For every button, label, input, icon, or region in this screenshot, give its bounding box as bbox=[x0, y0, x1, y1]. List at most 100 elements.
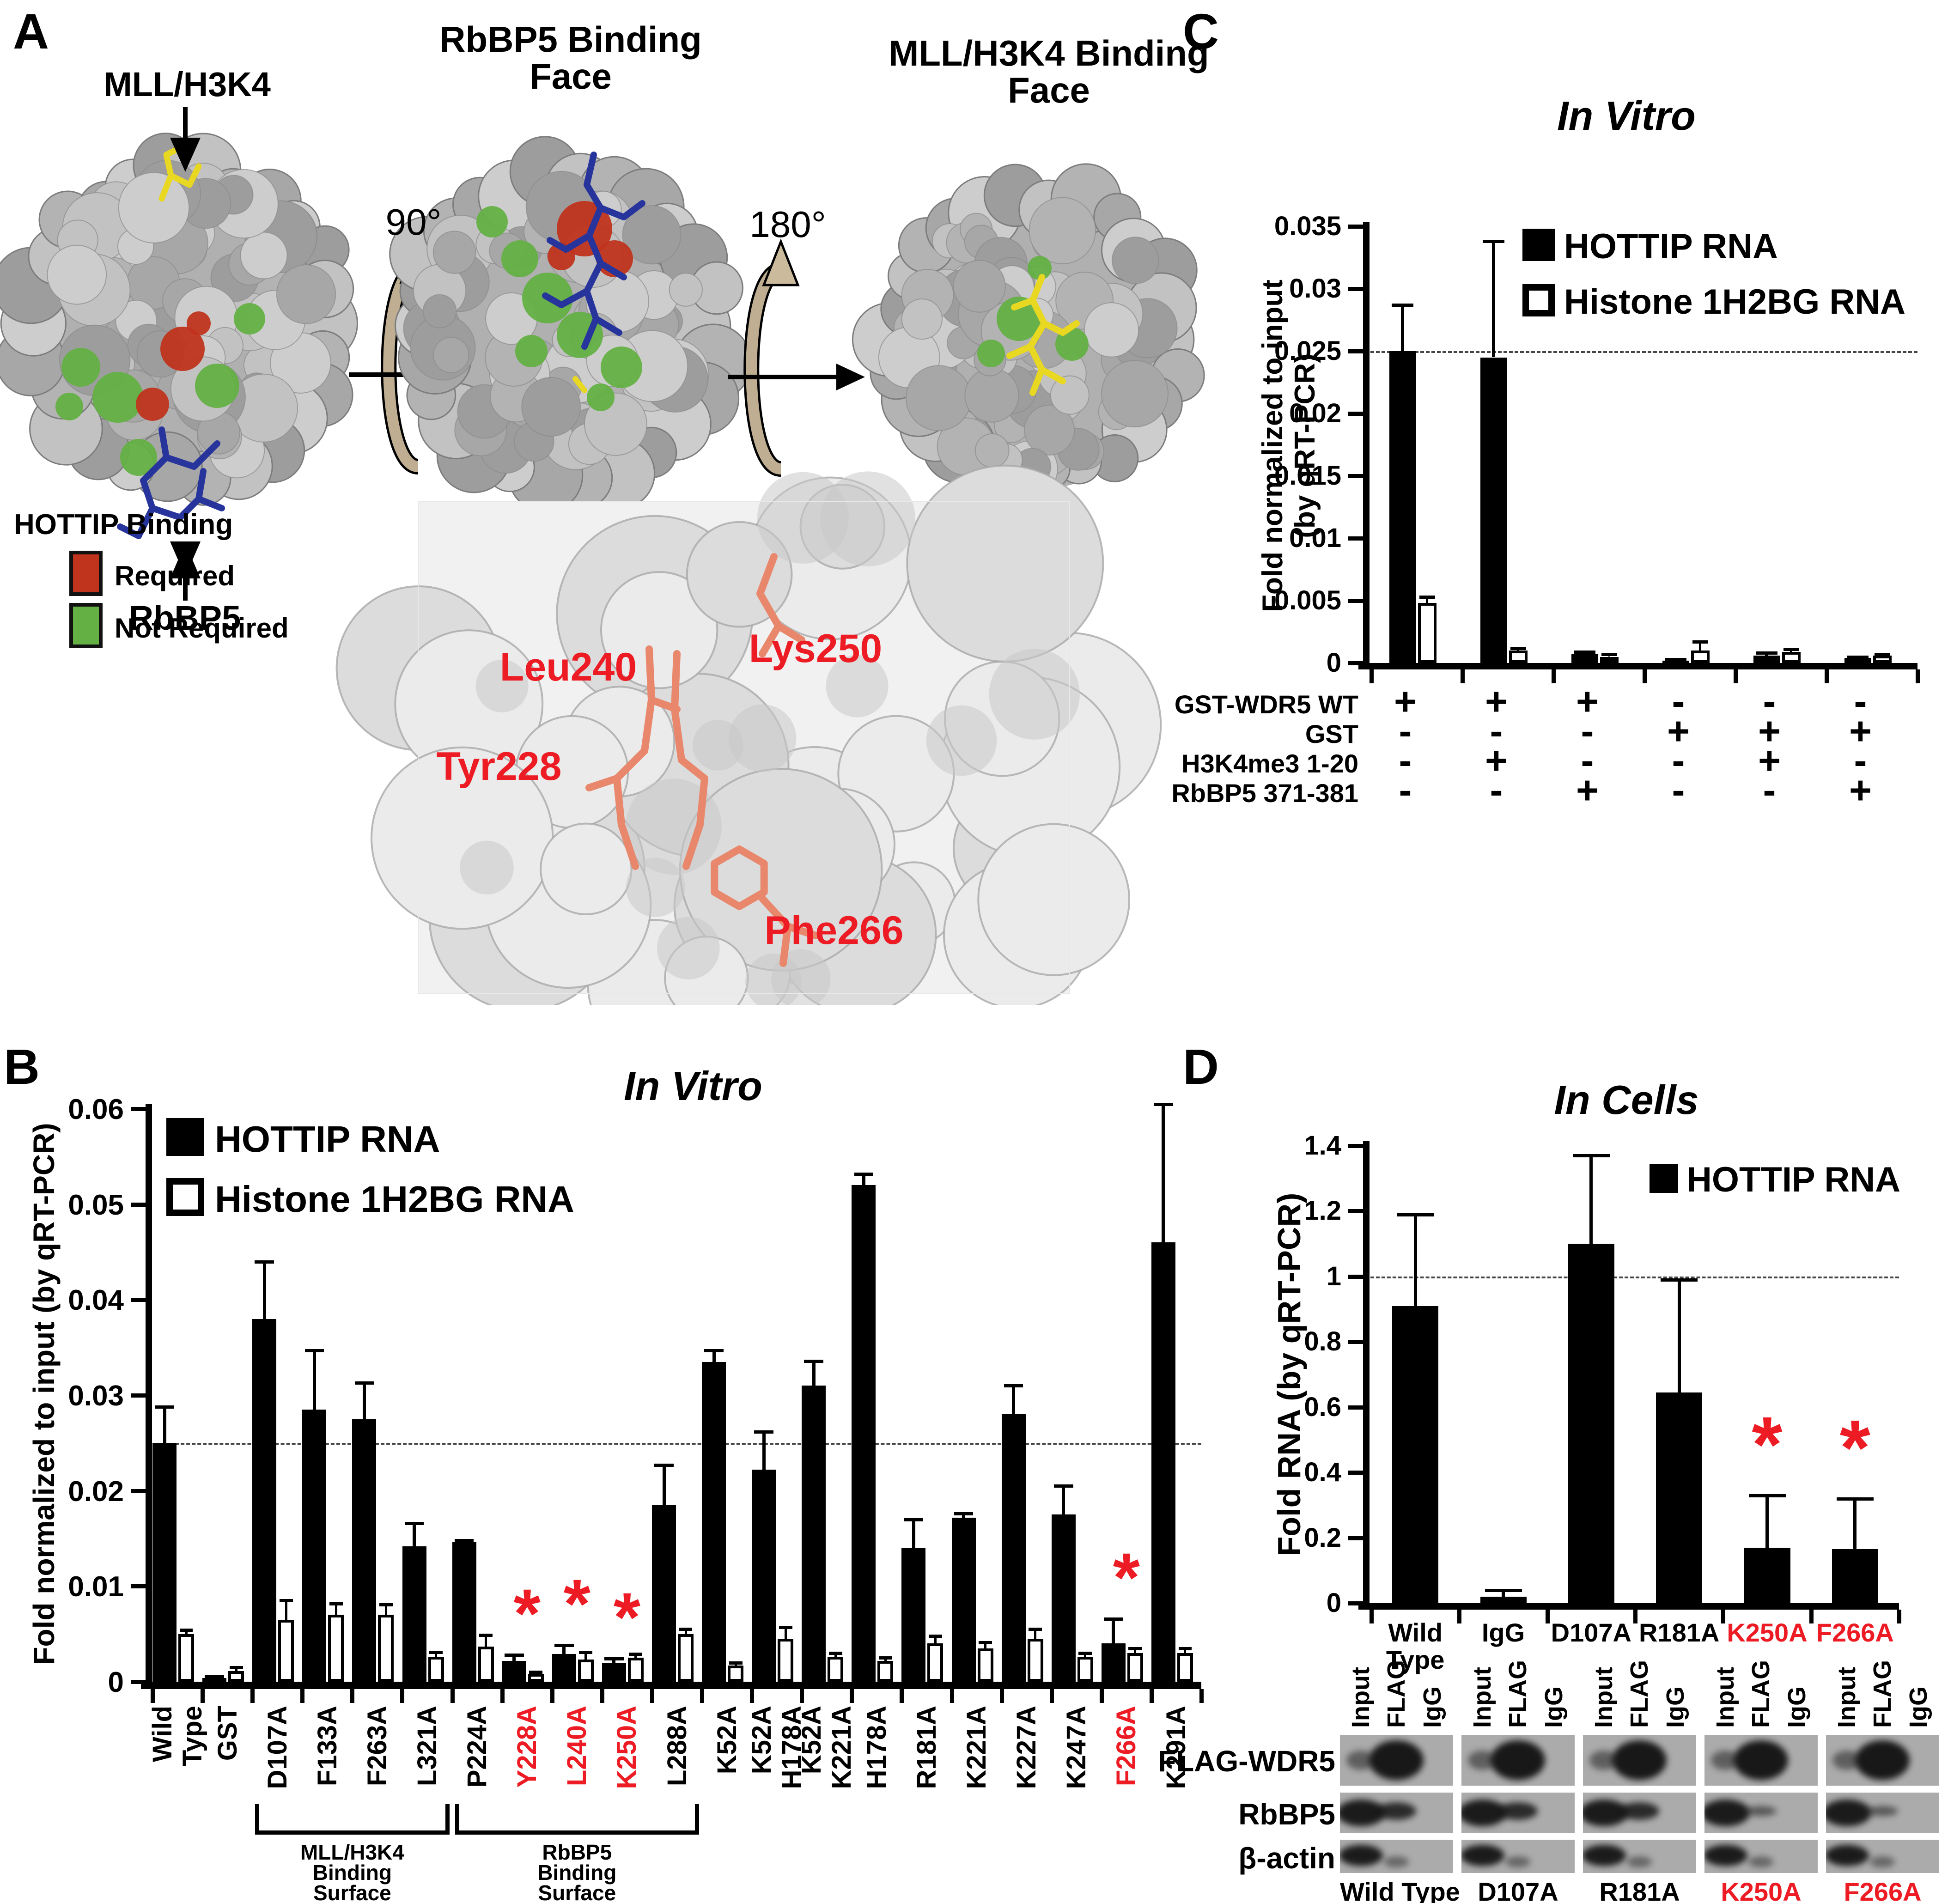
error-bar-cap bbox=[329, 1602, 343, 1605]
y-tick-label: 0.02 bbox=[1289, 398, 1341, 428]
error-bar-cap bbox=[779, 1626, 792, 1629]
x-label-k221a: K221A bbox=[962, 1706, 992, 1789]
bar-hottip bbox=[1001, 1414, 1026, 1682]
x-tick bbox=[950, 1689, 954, 1703]
bar-histone bbox=[1077, 1657, 1093, 1682]
required-color-swatch bbox=[69, 551, 103, 596]
not-required-label: Not Required bbox=[115, 613, 289, 644]
condition-symbol: + bbox=[1485, 680, 1508, 723]
error-bar-stem bbox=[662, 1465, 666, 1505]
zoomed-binding-pocket bbox=[335, 464, 1162, 1005]
condition-symbol: + bbox=[1485, 739, 1508, 782]
bar-hottip bbox=[652, 1505, 676, 1682]
x-tick bbox=[1099, 1689, 1104, 1703]
error-bar-stem bbox=[1589, 1155, 1593, 1244]
error-bar-cap bbox=[804, 1359, 824, 1363]
error-bar-cap bbox=[1029, 1628, 1042, 1631]
x-tick bbox=[151, 1689, 155, 1703]
lane-label-flag: FLAG bbox=[1382, 1660, 1410, 1728]
blot-band bbox=[1340, 1845, 1383, 1866]
error-bar-cap bbox=[1483, 240, 1504, 243]
x-label-r181a: R181A bbox=[911, 1706, 942, 1789]
error-bar-stem bbox=[912, 1519, 915, 1548]
blot-band bbox=[1612, 1740, 1667, 1780]
error-bar-cap bbox=[1510, 646, 1526, 650]
bar-hottip bbox=[752, 1470, 776, 1682]
x-tick bbox=[201, 1689, 205, 1703]
bar-hottip bbox=[452, 1542, 476, 1682]
group-bracket-label: Surface bbox=[313, 1881, 391, 1903]
blot-band bbox=[1461, 1845, 1504, 1866]
y-tick bbox=[1348, 1471, 1363, 1475]
blot-band bbox=[1369, 1740, 1424, 1780]
bar-histone bbox=[478, 1646, 494, 1682]
bar-hottip bbox=[702, 1362, 726, 1682]
rbbp5-binding-face-title-line2: Face bbox=[530, 56, 612, 97]
x-tick bbox=[1049, 1689, 1054, 1703]
y-axis bbox=[1363, 222, 1370, 669]
blot-band bbox=[1505, 1856, 1530, 1867]
x-tick bbox=[450, 1689, 455, 1703]
histone-rna-legend-swatch-b bbox=[166, 1178, 204, 1216]
bar-hottip bbox=[1832, 1549, 1878, 1603]
x-label-wild-type: Wild Type bbox=[1386, 1618, 1445, 1674]
hottip-rna-legend-label-b: HOTTIP RNA bbox=[215, 1119, 440, 1160]
bar-histone bbox=[578, 1660, 594, 1682]
error-bar-stem bbox=[163, 1406, 166, 1443]
hottip-rna-legend-label-d: HOTTIP RNA bbox=[1686, 1160, 1901, 1199]
blot-band bbox=[1855, 1740, 1910, 1780]
hottip-rna-legend-swatch-d bbox=[1650, 1164, 1678, 1193]
y-tick-label: 0.4 bbox=[1304, 1457, 1341, 1488]
condition-symbol: - bbox=[1763, 680, 1776, 723]
y-tick-label: 1.2 bbox=[1304, 1196, 1341, 1226]
condition-row-label: RbBP5 371-381 bbox=[1171, 778, 1358, 808]
blot-box bbox=[1340, 1735, 1453, 1786]
bar-histone bbox=[828, 1657, 844, 1682]
x-label-f266a: F266A bbox=[1816, 1618, 1894, 1647]
error-bar-cap bbox=[1053, 1484, 1073, 1488]
x-axis bbox=[1358, 663, 1917, 669]
panel-c-title: In Vitro bbox=[1557, 93, 1696, 139]
reference-dashed-line bbox=[153, 1443, 1201, 1445]
error-bar-cap bbox=[1574, 650, 1595, 654]
reference-dashed-line bbox=[1370, 351, 1917, 353]
group-bracket-label: Binding bbox=[537, 1860, 617, 1885]
error-bar-stem bbox=[934, 1635, 937, 1644]
condition-symbol: - bbox=[1399, 709, 1412, 753]
x-tick bbox=[400, 1689, 405, 1703]
y-tick bbox=[1348, 349, 1363, 353]
bar-histone bbox=[627, 1658, 644, 1682]
y-tick-label: 0.03 bbox=[1289, 274, 1341, 304]
blot-band bbox=[1583, 1845, 1626, 1866]
error-bar-stem bbox=[762, 1431, 766, 1470]
histone-rna-legend-swatch-c bbox=[1522, 284, 1555, 316]
error-bar-cap bbox=[1692, 640, 1708, 644]
lane-label-igg: IgG bbox=[1783, 1686, 1811, 1728]
error-bar-cap bbox=[704, 1349, 724, 1352]
rotation-90-label: 90° bbox=[385, 201, 442, 243]
error-bar-cap bbox=[255, 1260, 274, 1264]
y-tick-label: 0.6 bbox=[1304, 1392, 1341, 1422]
condition-symbol: - bbox=[1854, 739, 1867, 782]
mll-binding-face-title-line1: MLL/H3K4 Binding bbox=[889, 33, 1209, 73]
error-bar-stem bbox=[1677, 1279, 1681, 1392]
mll-binding-face-title-line2: Face bbox=[1008, 70, 1090, 110]
x-tick bbox=[999, 1689, 1004, 1703]
bar-hottip bbox=[402, 1546, 426, 1682]
lane-label-flag: FLAG bbox=[1504, 1660, 1532, 1728]
error-bar-stem bbox=[235, 1667, 237, 1672]
x-tick bbox=[1457, 1610, 1462, 1623]
error-bar-stem bbox=[185, 1630, 188, 1634]
error-bar-stem bbox=[1034, 1629, 1037, 1639]
blot-band bbox=[1826, 1845, 1869, 1866]
blot-group-label: Wild Type bbox=[1340, 1877, 1460, 1903]
error-bar-cap bbox=[1748, 1494, 1786, 1497]
bar-histone bbox=[1782, 651, 1801, 663]
error-bar-stem bbox=[612, 1659, 616, 1663]
condition-row-label: GST bbox=[1305, 719, 1358, 748]
significance-asterisk: * bbox=[613, 1578, 641, 1656]
y-tick-label: 0 bbox=[1326, 648, 1341, 678]
error-bar-cap bbox=[304, 1349, 324, 1352]
y-tick bbox=[1348, 1405, 1363, 1410]
